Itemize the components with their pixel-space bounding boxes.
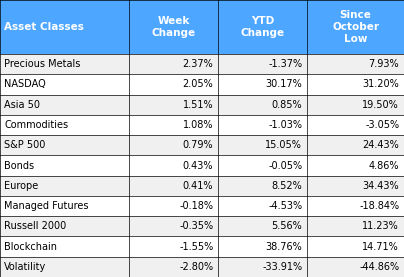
Text: 0.79%: 0.79% <box>183 140 213 150</box>
Text: NASDAQ: NASDAQ <box>4 79 46 89</box>
Text: 24.43%: 24.43% <box>362 140 399 150</box>
Text: YTD
Change: YTD Change <box>240 16 285 38</box>
Text: Asset Classes: Asset Classes <box>4 22 84 32</box>
Text: Managed Futures: Managed Futures <box>4 201 88 211</box>
Text: 8.52%: 8.52% <box>271 181 302 191</box>
Text: -4.53%: -4.53% <box>268 201 302 211</box>
Text: -2.80%: -2.80% <box>179 262 213 272</box>
Bar <box>0 0 404 54</box>
Text: 31.20%: 31.20% <box>362 79 399 89</box>
Text: Since
October
Low: Since October Low <box>332 10 379 44</box>
Text: Volatility: Volatility <box>4 262 46 272</box>
Text: Commodities: Commodities <box>4 120 68 130</box>
Text: -0.05%: -0.05% <box>268 160 302 171</box>
Text: -3.05%: -3.05% <box>365 120 399 130</box>
Text: -33.91%: -33.91% <box>262 262 302 272</box>
Text: 5.56%: 5.56% <box>271 221 302 231</box>
Text: -18.84%: -18.84% <box>359 201 399 211</box>
Text: 11.23%: 11.23% <box>362 221 399 231</box>
Text: Russell 2000: Russell 2000 <box>4 221 66 231</box>
Text: Week
Change: Week Change <box>152 16 196 38</box>
Text: -1.55%: -1.55% <box>179 242 213 252</box>
Text: 19.50%: 19.50% <box>362 100 399 110</box>
Text: 14.71%: 14.71% <box>362 242 399 252</box>
Text: Asia 50: Asia 50 <box>4 100 40 110</box>
Text: Blockchain: Blockchain <box>4 242 57 252</box>
Text: Bonds: Bonds <box>4 160 34 171</box>
Text: 1.51%: 1.51% <box>183 100 213 110</box>
Text: Precious Metals: Precious Metals <box>4 59 80 69</box>
Text: -44.86%: -44.86% <box>359 262 399 272</box>
Text: 2.37%: 2.37% <box>183 59 213 69</box>
Text: 15.05%: 15.05% <box>265 140 302 150</box>
Text: 0.41%: 0.41% <box>183 181 213 191</box>
Bar <box>0 216 404 237</box>
Text: -0.35%: -0.35% <box>179 221 213 231</box>
Bar <box>0 54 404 74</box>
Text: 30.17%: 30.17% <box>265 79 302 89</box>
Bar <box>0 115 404 135</box>
Text: -1.03%: -1.03% <box>268 120 302 130</box>
Bar <box>0 135 404 155</box>
Text: Europe: Europe <box>4 181 38 191</box>
Bar <box>0 257 404 277</box>
Text: 38.76%: 38.76% <box>265 242 302 252</box>
Bar <box>0 94 404 115</box>
Text: 4.86%: 4.86% <box>369 160 399 171</box>
Text: S&P 500: S&P 500 <box>4 140 45 150</box>
Text: 7.93%: 7.93% <box>368 59 399 69</box>
Bar <box>0 176 404 196</box>
Text: -0.18%: -0.18% <box>179 201 213 211</box>
Bar <box>0 74 404 94</box>
Bar <box>0 155 404 176</box>
Text: 0.85%: 0.85% <box>271 100 302 110</box>
Text: 2.05%: 2.05% <box>183 79 213 89</box>
Bar <box>0 237 404 257</box>
Text: 1.08%: 1.08% <box>183 120 213 130</box>
Text: 34.43%: 34.43% <box>362 181 399 191</box>
Text: -1.37%: -1.37% <box>268 59 302 69</box>
Bar <box>0 196 404 216</box>
Text: 0.43%: 0.43% <box>183 160 213 171</box>
